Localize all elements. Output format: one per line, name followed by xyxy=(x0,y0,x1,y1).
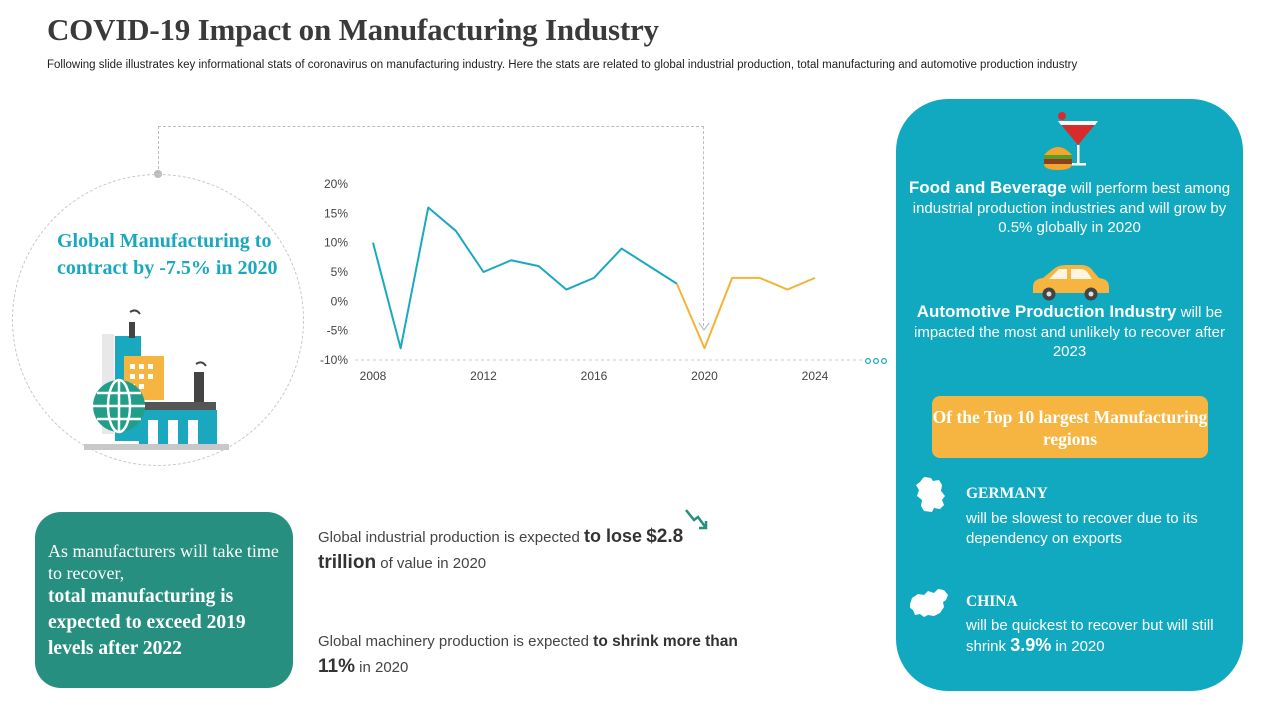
page-title: COVID-19 Impact on Manufacturing Industr… xyxy=(47,12,659,47)
china-map-icon xyxy=(910,589,948,617)
food-beverage-text: will perform best among industrial produ… xyxy=(912,180,1231,236)
growth-line-chart: 20% 15% 10% 5% 0% -5% -10% 2008 2012 2016 2020 2024 xyxy=(320,177,887,383)
y-tick-label: 5% xyxy=(331,265,349,279)
germany-map-icon xyxy=(916,477,945,512)
industrial-stat-value: $2.8 trillion xyxy=(318,526,684,573)
food-beverage-icon xyxy=(1044,112,1098,170)
y-tick-label: -5% xyxy=(327,324,349,338)
decline-arrow-icon xyxy=(685,509,708,530)
industrial-production-stat: Global industrial production is expected… xyxy=(318,524,718,576)
machinery-stat-value: 11% xyxy=(318,656,355,677)
y-tick-label: 15% xyxy=(324,206,348,220)
top-regions-banner: Of the Top 10 largest Manufacturing regi… xyxy=(932,396,1208,458)
top-regions-banner-text: Of the Top 10 largest Manufacturing regi… xyxy=(932,407,1208,449)
x-tick-label: 2016 xyxy=(581,369,608,383)
x-tick-label: 2012 xyxy=(470,369,497,383)
machinery-stat-prefix: Global machinery production is expected xyxy=(318,633,589,650)
manufacturing-circle xyxy=(12,174,304,466)
series-line-0 xyxy=(372,206,678,350)
x-tick-label: 2020 xyxy=(691,369,718,383)
baseline-end-dot-2 xyxy=(880,358,887,365)
connector-line-left xyxy=(158,126,159,174)
machinery-stat-emphasis: to shrink more than xyxy=(593,633,738,650)
industry-outlook-panel: Food and Beverage will perform best amon… xyxy=(896,99,1243,691)
page-subtitle: Following slide illustrates key informat… xyxy=(47,59,1078,71)
manufacturing-contract-text: Global Manufacturing to contract by -7.5… xyxy=(57,230,278,279)
china-text-block: will be quickest to recover but will sti… xyxy=(966,616,1226,656)
series-line-1 xyxy=(675,276,816,350)
china-shrink-value: 3.9% xyxy=(1010,634,1052,655)
industrial-stat-suffix: of value in 2020 xyxy=(380,555,487,572)
china-text-suffix: in 2020 xyxy=(1055,637,1105,655)
germany-heading: GERMANY xyxy=(966,485,1048,502)
connector-line-right xyxy=(703,126,704,326)
industrial-stat-prefix: Global industrial production is expected xyxy=(318,529,580,546)
industrial-stat-emphasis: to lose xyxy=(584,526,643,546)
connector-arrow-icon xyxy=(698,322,710,332)
automotive-heading: Automotive Production Industry xyxy=(916,302,1177,321)
china-heading: CHINA xyxy=(966,593,1018,610)
china-text: will be quickest to recover but will sti… xyxy=(966,617,1214,655)
baseline-end-dot-1 xyxy=(872,358,879,365)
automotive-text: will be impacted the most and unlikely t… xyxy=(914,304,1225,360)
y-tick-label: 20% xyxy=(324,177,348,191)
recovery-callout-box: As manufacturers will take time to recov… xyxy=(35,512,293,688)
automotive-block: Automotive Production Industry will be i… xyxy=(896,302,1243,362)
y-tick-label: -10% xyxy=(320,353,348,367)
x-tick-label: 2024 xyxy=(802,369,829,383)
recovery-callout-intro: As manufacturers will take time to recov… xyxy=(48,541,279,583)
machinery-production-stat: Global machinery production is expected … xyxy=(318,629,778,680)
car-icon xyxy=(1033,265,1109,301)
connector-line xyxy=(158,126,704,127)
y-tick-label: 10% xyxy=(324,236,348,250)
recovery-callout-emphasis: total manufacturing is expected to excee… xyxy=(48,586,246,659)
baseline-end-dot-0 xyxy=(864,358,871,365)
y-tick-label: 0% xyxy=(331,294,349,308)
food-beverage-block: Food and Beverage will perform best amon… xyxy=(896,178,1243,238)
germany-text: will be slowest to recover due to its de… xyxy=(966,510,1198,547)
food-beverage-heading: Food and Beverage xyxy=(908,178,1067,197)
machinery-stat-suffix: in 2020 xyxy=(359,659,409,676)
x-tick-label: 2008 xyxy=(360,369,387,383)
factory-globe-icon xyxy=(84,309,229,450)
